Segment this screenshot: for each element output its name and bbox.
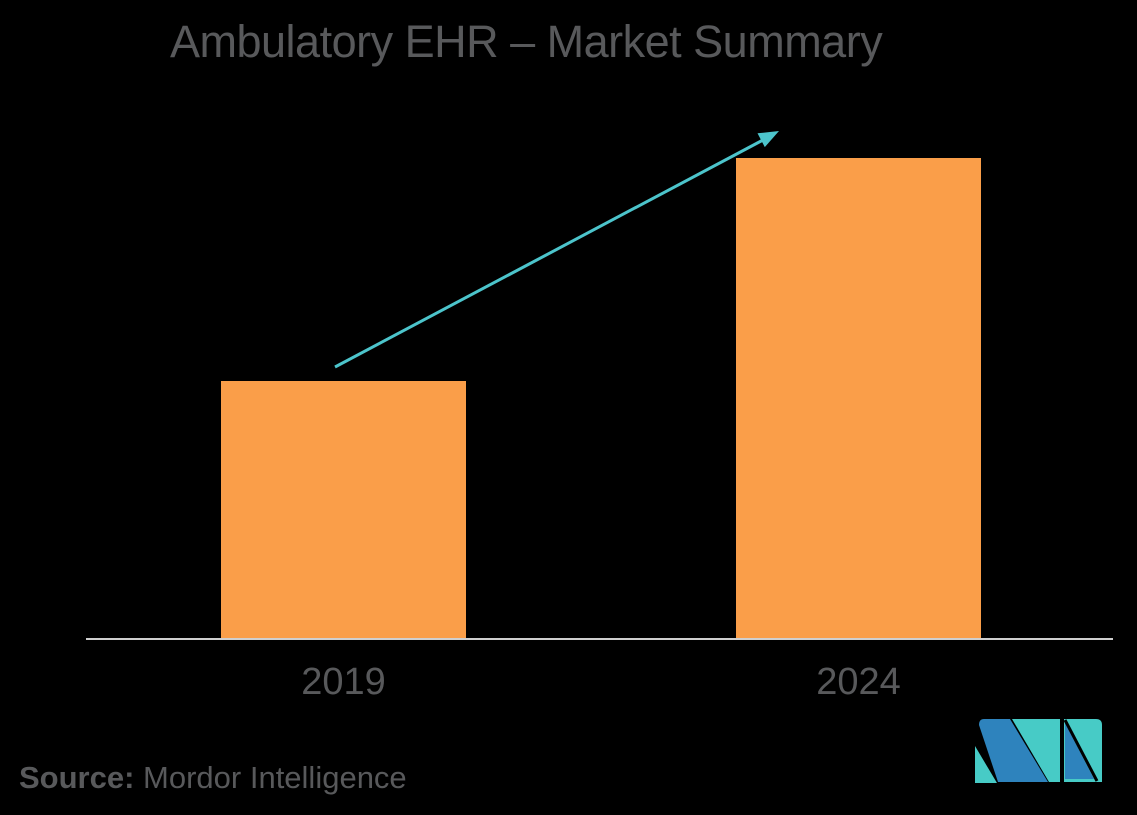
mordor-intelligence-logo xyxy=(975,719,1102,783)
bar-2019 xyxy=(221,381,466,638)
source-attribution: Source: Mordor Intelligence xyxy=(19,760,407,796)
source-name: Mordor Intelligence xyxy=(134,760,407,795)
logo-shape-left-teal-triangle xyxy=(975,746,997,783)
growth-arrow-line xyxy=(334,138,764,369)
x-axis-label-2024: 2024 xyxy=(816,661,901,703)
bar-2024 xyxy=(736,158,981,638)
x-axis-label-2019: 2019 xyxy=(301,661,386,703)
chart-title: Ambulatory EHR – Market Summary xyxy=(170,16,883,67)
logo-shape-diagonal-gap xyxy=(1063,719,1099,782)
logo-shape-middle-teal-stroke xyxy=(1012,719,1060,782)
source-label: Source: xyxy=(19,760,135,795)
logo-shape-left-blue-stroke xyxy=(979,719,1048,782)
x-axis-line xyxy=(86,638,1113,640)
growth-arrow-head xyxy=(757,131,779,148)
